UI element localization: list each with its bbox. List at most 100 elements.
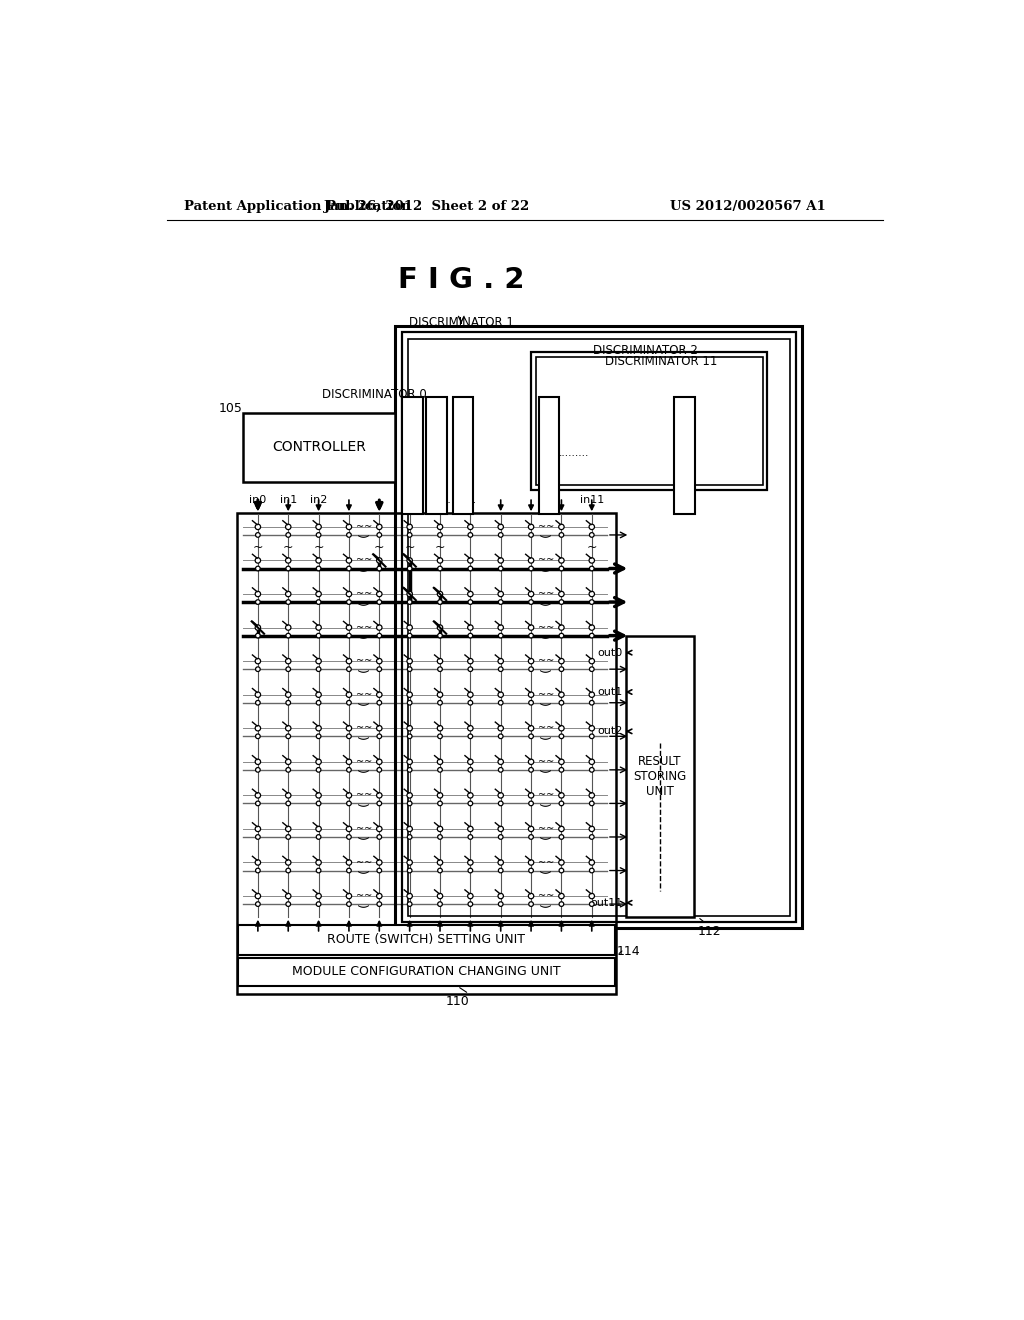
Circle shape [468, 701, 473, 705]
Circle shape [315, 558, 322, 564]
Circle shape [468, 692, 473, 697]
Circle shape [499, 667, 503, 672]
Circle shape [590, 834, 594, 840]
Text: (: ( [357, 869, 371, 873]
Circle shape [377, 894, 382, 899]
Circle shape [589, 692, 595, 697]
Circle shape [407, 558, 413, 564]
Circle shape [590, 767, 594, 772]
Circle shape [408, 634, 412, 638]
Circle shape [437, 869, 442, 873]
Text: (: ( [540, 734, 553, 739]
Circle shape [346, 701, 351, 705]
Circle shape [468, 801, 473, 805]
Circle shape [407, 591, 413, 597]
Circle shape [559, 524, 564, 529]
Circle shape [468, 659, 473, 664]
Circle shape [286, 692, 291, 697]
Circle shape [286, 591, 291, 597]
Text: ~~: ~~ [539, 791, 554, 800]
Circle shape [590, 701, 594, 705]
Text: ~~: ~~ [356, 791, 373, 800]
Circle shape [528, 692, 534, 697]
Circle shape [437, 902, 442, 907]
Circle shape [346, 759, 351, 764]
Circle shape [528, 734, 534, 739]
Circle shape [528, 801, 534, 805]
Circle shape [377, 767, 382, 772]
Bar [238, 958, 614, 986]
Circle shape [255, 524, 260, 529]
Circle shape [528, 767, 534, 772]
Circle shape [377, 793, 382, 799]
Circle shape [499, 634, 503, 638]
Text: in2: in2 [310, 495, 328, 506]
Text: (: ( [357, 532, 371, 537]
Circle shape [255, 826, 260, 832]
Circle shape [559, 634, 564, 638]
Circle shape [346, 834, 351, 840]
Circle shape [407, 826, 413, 832]
Bar [539, 397, 559, 515]
Circle shape [316, 599, 321, 605]
Circle shape [286, 869, 291, 873]
Circle shape [256, 667, 260, 672]
Circle shape [437, 692, 442, 697]
Circle shape [408, 902, 412, 907]
Circle shape [315, 591, 322, 597]
Circle shape [377, 599, 382, 605]
Circle shape [559, 759, 564, 764]
Text: (: ( [540, 869, 553, 873]
Circle shape [315, 659, 322, 664]
Circle shape [316, 767, 321, 772]
Circle shape [559, 801, 564, 805]
Circle shape [528, 624, 534, 630]
Circle shape [590, 869, 594, 873]
Circle shape [468, 667, 473, 672]
Circle shape [256, 767, 260, 772]
Circle shape [528, 826, 534, 832]
Circle shape [559, 533, 564, 537]
Circle shape [437, 599, 442, 605]
Circle shape [256, 801, 260, 805]
Circle shape [316, 566, 321, 570]
Circle shape [589, 726, 595, 731]
Text: ..........: .......... [441, 495, 477, 506]
Circle shape [407, 793, 413, 799]
Bar [426, 397, 446, 515]
Circle shape [437, 767, 442, 772]
Circle shape [316, 734, 321, 739]
Circle shape [528, 566, 534, 570]
Circle shape [498, 558, 504, 564]
Circle shape [559, 667, 564, 672]
Circle shape [377, 634, 382, 638]
Text: CONTROLLER: CONTROLLER [272, 440, 366, 454]
Circle shape [286, 834, 291, 840]
Circle shape [559, 767, 564, 772]
Text: ~~: ~~ [356, 756, 373, 767]
Circle shape [346, 902, 351, 907]
Circle shape [528, 834, 534, 840]
Text: (: ( [357, 599, 371, 605]
Circle shape [498, 859, 504, 865]
Circle shape [286, 902, 291, 907]
Circle shape [498, 524, 504, 529]
Circle shape [528, 793, 534, 799]
Text: (: ( [357, 767, 371, 772]
Text: ~~: ~~ [356, 589, 373, 599]
Text: ~~: ~~ [539, 521, 554, 532]
Circle shape [528, 599, 534, 605]
Circle shape [286, 734, 291, 739]
Bar [453, 397, 473, 515]
Circle shape [407, 659, 413, 664]
Circle shape [346, 826, 351, 832]
Circle shape [499, 734, 503, 739]
Circle shape [498, 759, 504, 764]
Text: 105: 105 [219, 401, 243, 414]
Circle shape [499, 767, 503, 772]
Circle shape [468, 859, 473, 865]
Circle shape [528, 667, 534, 672]
Circle shape [559, 793, 564, 799]
Circle shape [256, 869, 260, 873]
Circle shape [499, 599, 503, 605]
